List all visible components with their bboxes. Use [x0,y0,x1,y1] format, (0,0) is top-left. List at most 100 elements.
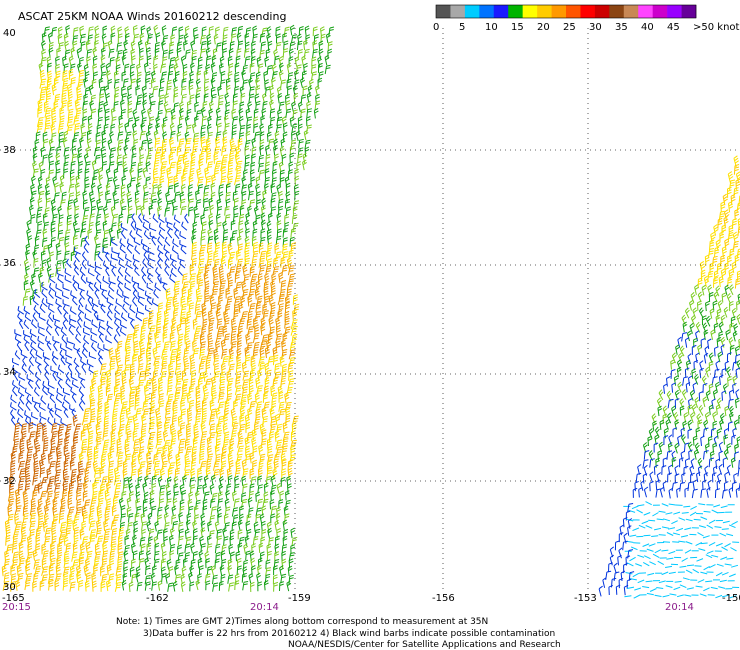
wind-barb [228,251,236,262]
wind-barb [180,581,186,593]
wind-barb [214,543,221,554]
wind-barb [54,573,62,584]
wind-barb [653,464,659,475]
wind-barb [235,361,242,373]
wind-barb [158,94,165,105]
wind-barb [671,405,677,417]
wind-barb [271,272,277,285]
wind-barb [727,171,734,183]
wind-barb [33,267,40,277]
wind-barb [207,250,213,262]
wind-barb [278,55,284,67]
wind-barb [218,184,224,194]
wind-barb [135,312,143,322]
wind-barb [85,558,91,570]
wind-barb [134,245,141,255]
wind-barb [245,108,251,119]
wind-barb [251,40,256,52]
wind-barb [257,581,262,592]
wind-barb [262,100,268,111]
wind-barb [111,247,119,255]
wind-barb [731,564,739,568]
legend-tick-label: 5 [459,22,465,33]
wind-barb [275,26,281,37]
wind-barb [169,534,174,546]
wind-barb [279,490,285,501]
wind-barb [122,48,128,60]
wind-barb [186,430,191,442]
wind-barb [615,584,621,595]
wind-barb [93,451,99,463]
wind-barb [307,85,313,96]
wind-barb [239,400,247,411]
wind-barb [284,310,290,322]
wind-barb [199,438,206,450]
wind-barb [300,94,307,104]
wind-barb [233,303,240,315]
wind-barb [86,421,93,434]
wind-barb [703,275,710,288]
wind-barb [110,253,118,261]
wind-barb [277,385,283,397]
wind-barb [76,47,82,59]
wind-barb [171,514,177,525]
wind-barb [10,564,16,576]
wind-barb [267,445,273,457]
wind-barb [48,460,56,471]
wind-barb [137,354,144,366]
wind-barb [162,49,168,60]
wind-barb [117,33,123,44]
wind-barb [50,122,56,135]
wind-barb [10,573,17,584]
wind-barb [215,430,223,441]
wind-barb [734,345,740,357]
wind-barb [47,32,53,43]
wind-barb [51,430,58,441]
wind-barb [7,513,14,524]
wind-barb [197,467,203,479]
wind-barb [701,375,707,387]
wind-barb [727,186,732,198]
wind-barb [164,250,170,261]
wind-barb [26,438,32,450]
wind-barb [90,497,97,508]
wind-barb [255,85,261,96]
wind-barb [137,283,145,292]
wind-barb [266,521,272,533]
wind-barb [40,574,48,585]
wind-barb [687,428,693,439]
wind-barb [252,459,258,471]
wind-barb [93,445,99,457]
wind-barb [289,145,295,156]
wind-barb [2,580,10,592]
wind-barb [101,137,107,149]
wind-barb [74,423,82,434]
wind-barb [252,332,260,343]
wind-barb [265,265,272,276]
wind-barb [680,535,689,538]
wind-barb [707,338,712,349]
wind-barb [122,161,127,172]
wind-barb [243,48,250,58]
wind-barb [95,229,102,239]
wind-barb [200,235,206,246]
wind-barb [87,34,93,45]
wind-barb [248,86,255,96]
wind-barb [247,205,252,217]
wind-barb [109,355,117,366]
wind-barb [106,579,112,592]
wind-barb [281,468,286,480]
wind-barb [278,401,285,412]
wind-barb [249,266,255,277]
wind-barb [609,554,614,566]
wind-barb [97,511,103,523]
wind-barb [48,47,54,58]
wind-barb [668,487,673,499]
wind-barb [52,314,61,322]
wind-barb [233,498,240,508]
wind-barb [217,415,224,427]
wind-barb [215,107,221,119]
wind-barb [182,384,188,396]
wind-barb [213,250,219,262]
wind-barb [151,505,157,516]
